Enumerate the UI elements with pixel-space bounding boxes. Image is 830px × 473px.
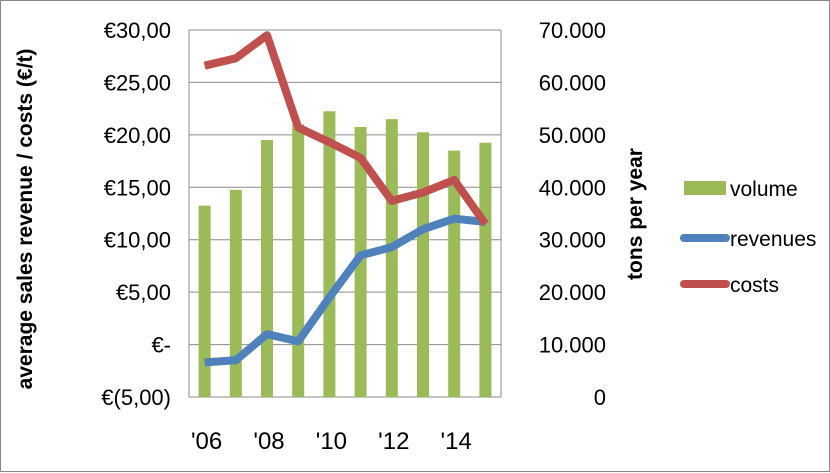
- y-right-tick-label: 10.000: [539, 333, 606, 358]
- line-series: [203, 31, 489, 367]
- volume-bar: [448, 150, 461, 397]
- y-right-axis-title: tons per year: [624, 148, 647, 280]
- legend-label-volume: volume: [730, 178, 798, 201]
- volume-bar: [323, 111, 336, 397]
- y-right-tick-label: 60.000: [539, 70, 606, 95]
- y-right-tick-label: 40.000: [539, 175, 606, 200]
- volume-bar: [385, 119, 398, 397]
- volume-bar: [261, 140, 273, 397]
- volume-bar: [479, 142, 492, 397]
- x-tick-label: '10: [316, 428, 347, 455]
- x-tick-label: '14: [441, 428, 472, 455]
- volume-bar: [417, 132, 429, 397]
- y-right-tick-label: 50.000: [539, 123, 606, 148]
- tick-labels: €(5,00) €- €5,00 €10,00 €15,00 €20,00 €25,00 €3…: [101, 18, 606, 455]
- volume-bar: [292, 124, 305, 397]
- y-left-tick-label: €(5,00): [101, 385, 171, 410]
- y-right-tick-label: 30.000: [539, 228, 606, 253]
- y-right-tick-label: 20.000: [539, 280, 606, 305]
- legend-label-costs: costs: [730, 274, 779, 297]
- volume-bar: [198, 205, 211, 397]
- volume-bars: [198, 111, 492, 397]
- y-left-axis-title: average sales revenue / costs (€/t): [14, 49, 37, 390]
- x-tick-label: '12: [378, 428, 409, 455]
- legend-label-revenues: revenues: [730, 228, 816, 251]
- y-left-tick-label: €-: [151, 333, 171, 358]
- x-tick-label: '06: [191, 428, 222, 455]
- y-left-tick-label: €10,00: [104, 228, 171, 253]
- costs-line: [203, 31, 489, 227]
- y-right-tick-label: 0: [594, 385, 606, 410]
- y-left-tick-label: €20,00: [104, 123, 171, 148]
- legend: volume revenues costs: [680, 178, 816, 297]
- y-left-tick-label: €15,00: [104, 175, 171, 200]
- revenues-line: [204, 214, 486, 367]
- y-left-tick-label: €5,00: [116, 280, 171, 305]
- legend-swatch-volume: [684, 181, 726, 195]
- y-left-tick-label: €30,00: [104, 18, 171, 43]
- x-tick-label: '08: [253, 428, 284, 455]
- volume-bar: [229, 189, 242, 397]
- y-left-tick-label: €25,00: [104, 70, 171, 95]
- y-right-tick-label: 70.000: [539, 18, 606, 43]
